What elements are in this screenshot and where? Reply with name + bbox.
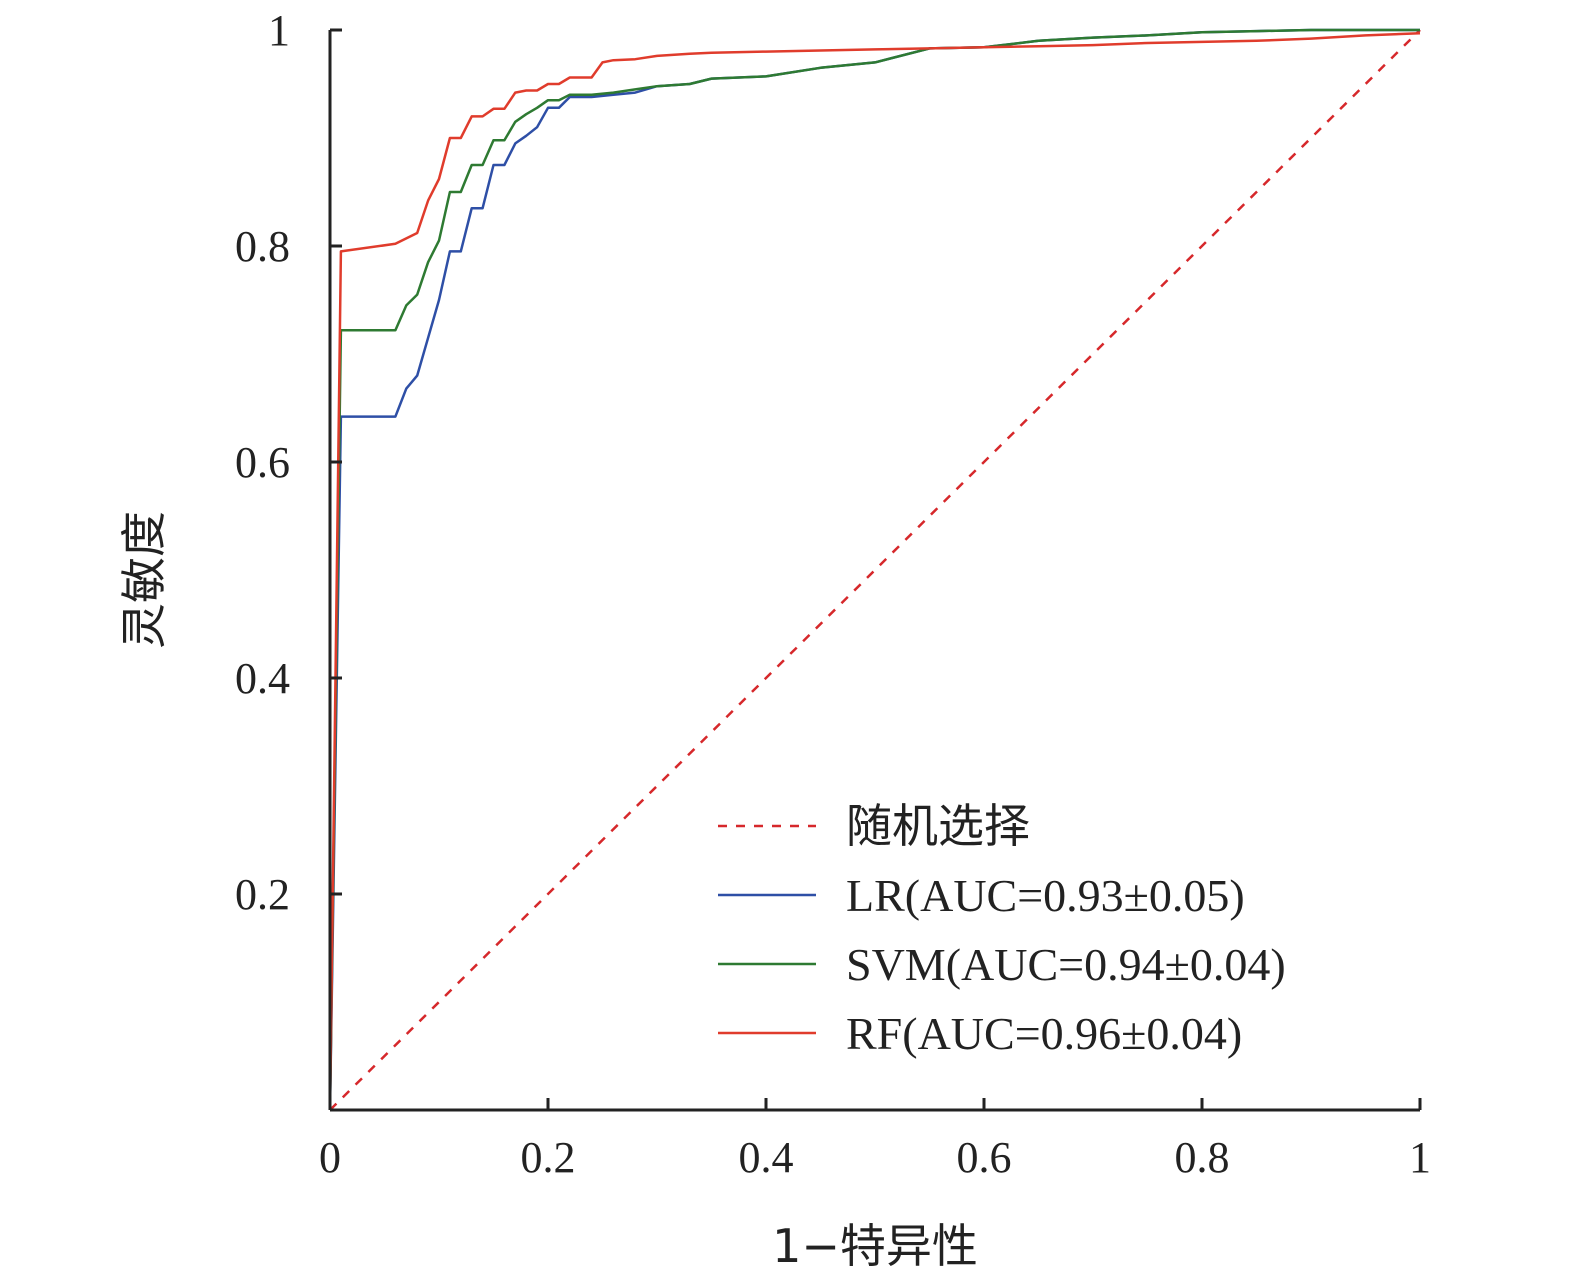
y-tick-label: 0.6	[235, 438, 290, 487]
axes: 0 0.2 0.4 0.6 0.8 1 0.2 0.4 0.6 0.8 1	[235, 6, 1431, 1182]
series-line-2	[328, 28, 1420, 1111]
legend-label: LR(AUC=0.93±0.05)	[846, 870, 1245, 921]
x-axis-title: 1−特异性	[772, 1219, 978, 1273]
x-tick-label: 0.8	[1175, 1133, 1230, 1182]
legend-label: SVM(AUC=0.94±0.04)	[846, 939, 1286, 990]
x-tick-label: 0.6	[957, 1133, 1012, 1182]
legend-label: RF(AUC=0.96±0.04)	[846, 1008, 1242, 1059]
y-tick-label: 0.4	[235, 654, 290, 703]
x-tick-label: 0.2	[521, 1133, 576, 1182]
y-axis-title: 灵敏度	[117, 511, 171, 649]
x-tick-label: 1	[1409, 1133, 1431, 1182]
y-ticks: 0.2 0.4 0.6 0.8 1	[235, 6, 342, 919]
y-tick-label: 0.2	[235, 870, 290, 919]
y-tick-label: 1	[268, 6, 290, 55]
series-line-0	[329, 29, 1421, 1111]
series-line-3	[328, 31, 1421, 1111]
legend: 随机选择 LR(AUC=0.93±0.05) SVM(AUC=0.94±0.04) R…	[718, 801, 1286, 1059]
x-ticks: 0 0.2 0.4 0.6 0.8 1	[319, 1098, 1431, 1182]
y-tick-label: 0.8	[235, 222, 290, 271]
x-tick-label: 0.4	[739, 1133, 794, 1182]
x-tick-label: 0	[319, 1133, 341, 1182]
legend-label: 随机选择	[846, 801, 1030, 852]
plot-area	[328, 28, 1421, 1111]
